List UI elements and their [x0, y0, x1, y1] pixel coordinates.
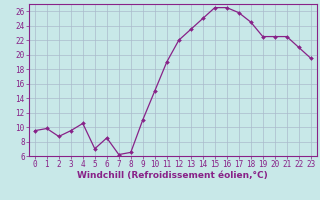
X-axis label: Windchill (Refroidissement éolien,°C): Windchill (Refroidissement éolien,°C) [77, 171, 268, 180]
